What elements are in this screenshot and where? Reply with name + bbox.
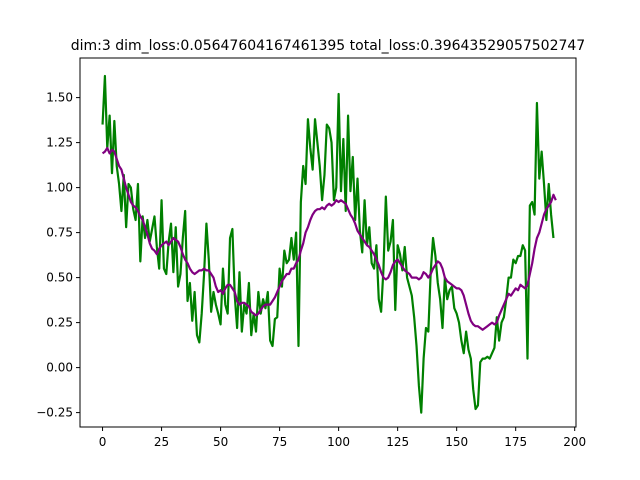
x-tick-label: 200 bbox=[563, 435, 586, 449]
x-tick-label: 0 bbox=[99, 435, 107, 449]
x-tick-label: 25 bbox=[154, 435, 169, 449]
y-tick-label: 0.25 bbox=[46, 316, 73, 330]
y-tick-label: 1.00 bbox=[46, 181, 73, 195]
axes-frame bbox=[79, 57, 577, 428]
axis-layer: 0 25 50 75 100 125 150 175 200 −0.25 0.00 0.25 0.50 0… bbox=[36, 91, 586, 449]
x-tick-label: 75 bbox=[272, 435, 287, 449]
y-tick-label: −0.25 bbox=[36, 406, 73, 420]
x-tick-label: 100 bbox=[327, 435, 350, 449]
series-line-2 bbox=[101, 146, 557, 331]
y-tick-label: 0.75 bbox=[46, 226, 73, 240]
series-layer bbox=[101, 74, 557, 414]
x-tick-label: 125 bbox=[386, 435, 409, 449]
x-tick-label: 150 bbox=[445, 435, 468, 449]
y-tick-label: 0.50 bbox=[46, 271, 73, 285]
y-tick-label: 1.50 bbox=[46, 91, 73, 105]
series-line-1 bbox=[101, 74, 555, 414]
x-tick-label: 50 bbox=[213, 435, 228, 449]
x-tick-label: 175 bbox=[504, 435, 527, 449]
y-tick-label: 0.00 bbox=[46, 361, 73, 375]
y-tick-label: 1.25 bbox=[46, 136, 73, 150]
chart-title: dim:3 dim_loss:0.05647604167461395 total… bbox=[71, 38, 585, 54]
